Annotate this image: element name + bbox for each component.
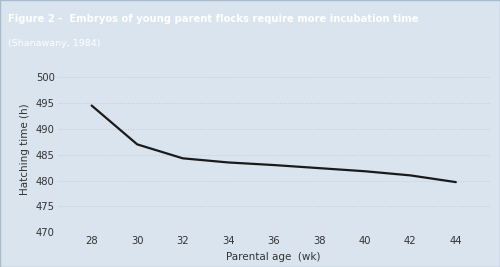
Text: Figure 2 -  Embryos of young parent flocks require more incubation time: Figure 2 - Embryos of young parent flock… (8, 14, 418, 24)
Text: (Shanawany, 1984): (Shanawany, 1984) (8, 39, 100, 48)
Y-axis label: Hatching time (h): Hatching time (h) (20, 104, 30, 195)
X-axis label: Parental age  (wk): Parental age (wk) (226, 252, 321, 262)
